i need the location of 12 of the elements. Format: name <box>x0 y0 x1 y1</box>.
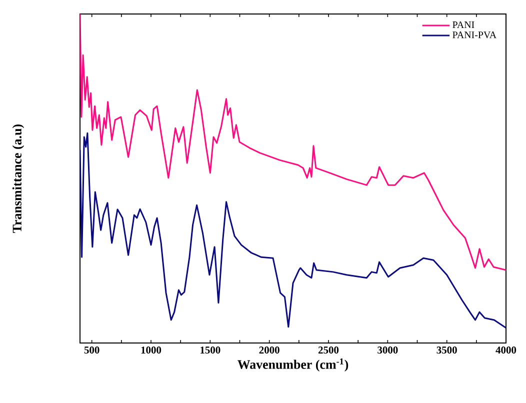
x-tick-label: 3000 <box>378 346 398 354</box>
x-tick-label: 4000 <box>496 346 516 354</box>
x-tick-label: 500 <box>84 346 100 354</box>
x-tick-label: 3500 <box>436 346 457 354</box>
x-tick-label: 2500 <box>318 346 339 354</box>
legend-label: PANI <box>452 21 474 28</box>
x-axis-title: Wavenumber (cm$^{-1}$) <box>238 358 348 372</box>
legend-label: PANI-PVA <box>452 32 496 38</box>
x-tick-label: 1000 <box>141 346 162 354</box>
x-tick-label: 2000 <box>259 346 280 354</box>
y-axis-title: Transmittance (a.u) <box>12 124 24 233</box>
x-tick-label: 1500 <box>200 346 220 354</box>
